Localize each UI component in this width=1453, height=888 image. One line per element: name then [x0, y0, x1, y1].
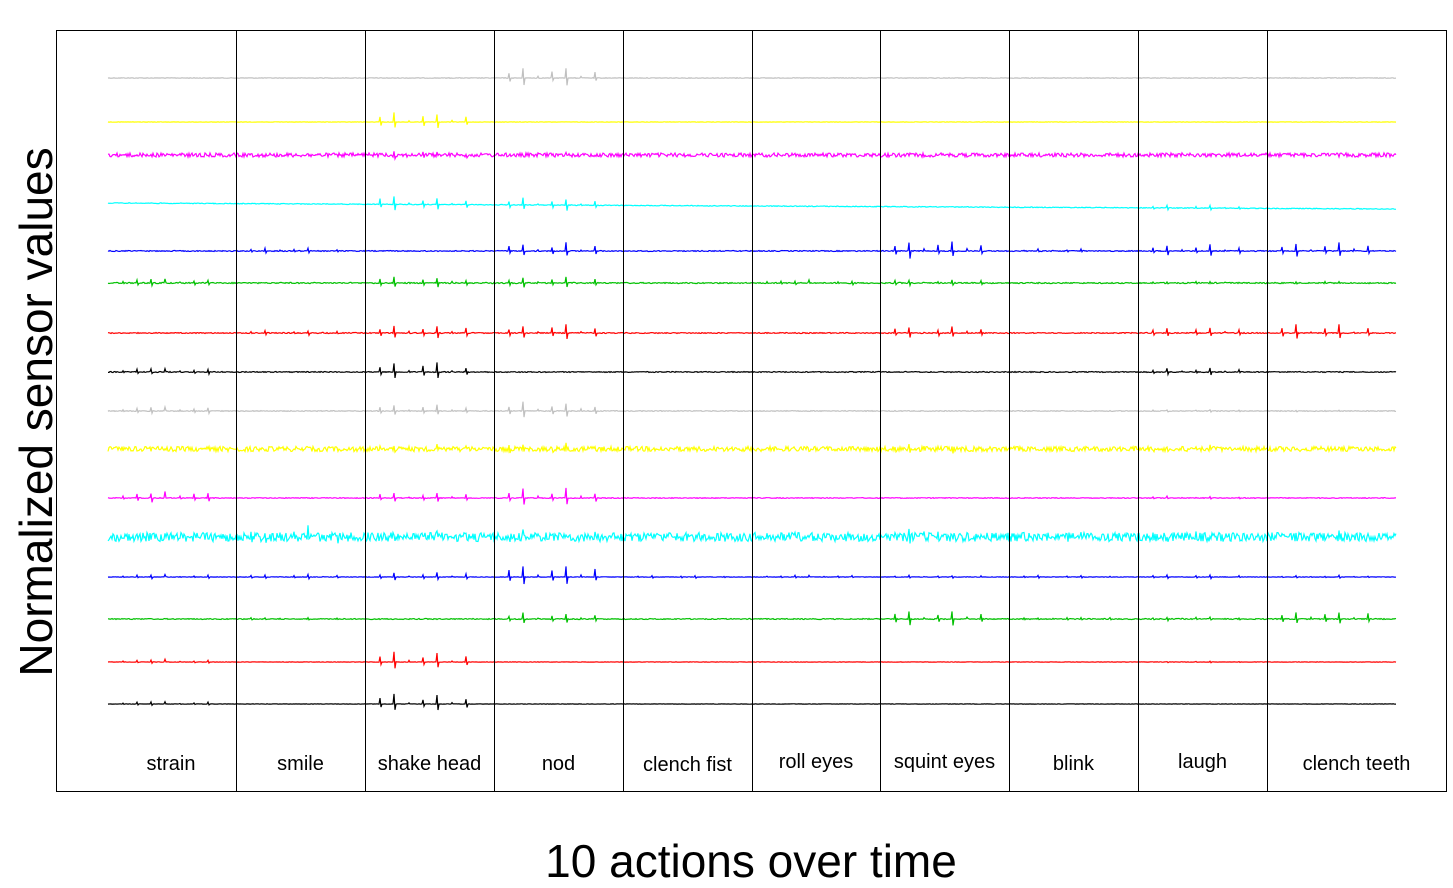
- segment-label: smile: [277, 753, 324, 775]
- segment-label: clench teeth: [1303, 753, 1411, 775]
- x-axis-label: 10 actions over time: [545, 835, 957, 887]
- divider-layer: [236, 30, 1268, 791]
- segment-label-layer: strain smile shake head nod clench fist roll …: [147, 751, 1411, 776]
- y-axis-label: Normalized sensor values: [10, 147, 62, 676]
- segment-label: strain: [147, 753, 196, 775]
- segment-label: clench fist: [643, 754, 732, 776]
- segment-label: blink: [1053, 753, 1095, 775]
- segment-label: roll eyes: [779, 751, 853, 773]
- segment-label: shake head: [378, 753, 481, 775]
- segment-label: squint eyes: [894, 751, 995, 773]
- segment-label: nod: [542, 753, 575, 775]
- plot-frame: [56, 30, 1447, 792]
- segment-label: laugh: [1178, 751, 1227, 773]
